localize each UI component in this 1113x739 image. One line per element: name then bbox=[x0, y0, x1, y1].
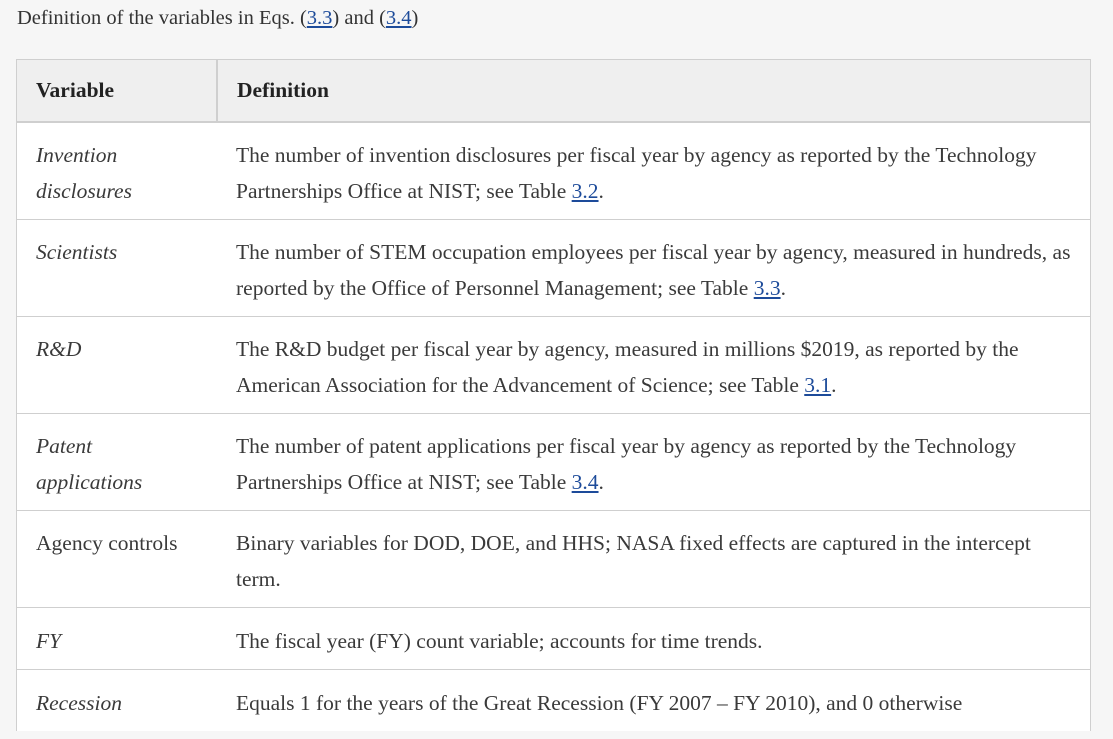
definition-cell: The fiscal year (FY) count variable; acc… bbox=[217, 607, 1090, 670]
table-header: Variable Definition bbox=[17, 60, 1090, 123]
definition-cell: Equals 1 for the years of the Great Rece… bbox=[217, 669, 1090, 731]
definition-text: Equals 1 for the years of the Great Rece… bbox=[236, 691, 963, 715]
caption-prefix: Definition of the variables in Eqs. ( bbox=[17, 7, 307, 29]
caption-middle: ) and ( bbox=[332, 7, 386, 29]
table-row: Patent applications The number of patent… bbox=[17, 413, 1090, 511]
caption-suffix: ) bbox=[411, 7, 419, 29]
definition-cell: The number of patent applications per fi… bbox=[217, 413, 1090, 511]
variable-cell: Recession bbox=[17, 669, 217, 731]
definition-cell: The number of STEM occupation employees … bbox=[217, 219, 1090, 317]
table-row: R&D The R&D budget per fiscal year by ag… bbox=[17, 316, 1090, 414]
variables-table-container: Variable Definition Invention disclosure… bbox=[16, 59, 1091, 731]
table-ref-link[interactable]: 3.3 bbox=[753, 276, 781, 300]
table-ref-link[interactable]: 3.4 bbox=[571, 470, 599, 494]
variable-cell: FY bbox=[17, 607, 217, 670]
variable-cell: Patent applications bbox=[17, 413, 217, 511]
variable-cell: R&D bbox=[17, 316, 217, 414]
table-ref-link[interactable]: 3.1 bbox=[804, 373, 832, 397]
header-row: Variable Definition bbox=[17, 60, 1090, 123]
header-definition: Definition bbox=[217, 60, 1090, 123]
header-variable: Variable bbox=[17, 60, 218, 123]
definition-end: . bbox=[780, 276, 786, 300]
definition-end: . bbox=[598, 179, 604, 203]
definition-text: The number of invention disclosures per … bbox=[236, 143, 1037, 203]
definition-cell: The number of invention disclosures per … bbox=[217, 122, 1090, 220]
caption-link-eq-3-4[interactable]: 3.4 bbox=[385, 7, 412, 29]
variable-cell: Invention disclosures bbox=[36, 143, 132, 203]
variable-cell: Scientists bbox=[17, 219, 217, 317]
table-row: Recession Equals 1 for the years of the … bbox=[17, 669, 1090, 731]
table-body: Invention disclosures The number of inve… bbox=[17, 122, 1090, 731]
caption-link-eq-3-3[interactable]: 3.3 bbox=[306, 7, 333, 29]
table-row: FY The fiscal year (FY) count variable; … bbox=[17, 607, 1090, 670]
definition-cell: Binary variables for DOD, DOE, and HHS; … bbox=[217, 510, 1090, 608]
table-row: Invention disclosures The number of inve… bbox=[17, 122, 1090, 220]
definition-text: The fiscal year (FY) count variable; acc… bbox=[236, 629, 763, 653]
definition-text: The number of patent applications per fi… bbox=[236, 434, 1017, 494]
table-row: Agency controls Binary variables for DOD… bbox=[17, 510, 1090, 608]
definition-text: The R&D budget per fiscal year by agency… bbox=[236, 337, 1019, 397]
definition-cell: The R&D budget per fiscal year by agency… bbox=[217, 316, 1090, 414]
table-ref-link[interactable]: 3.2 bbox=[571, 179, 599, 203]
variables-table: Variable Definition Invention disclosure… bbox=[17, 60, 1090, 731]
definition-end: . bbox=[831, 373, 837, 397]
variable-cell: Agency controls bbox=[17, 510, 217, 608]
table-caption: Definition of the variables in Eqs. (3.3… bbox=[17, 4, 418, 32]
definition-end: . bbox=[598, 470, 604, 494]
table-row: Scientists The number of STEM occupation… bbox=[17, 219, 1090, 317]
definition-text: Binary variables for DOD, DOE, and HHS; … bbox=[236, 531, 1031, 591]
definition-text: The number of STEM occupation employees … bbox=[236, 240, 1071, 300]
